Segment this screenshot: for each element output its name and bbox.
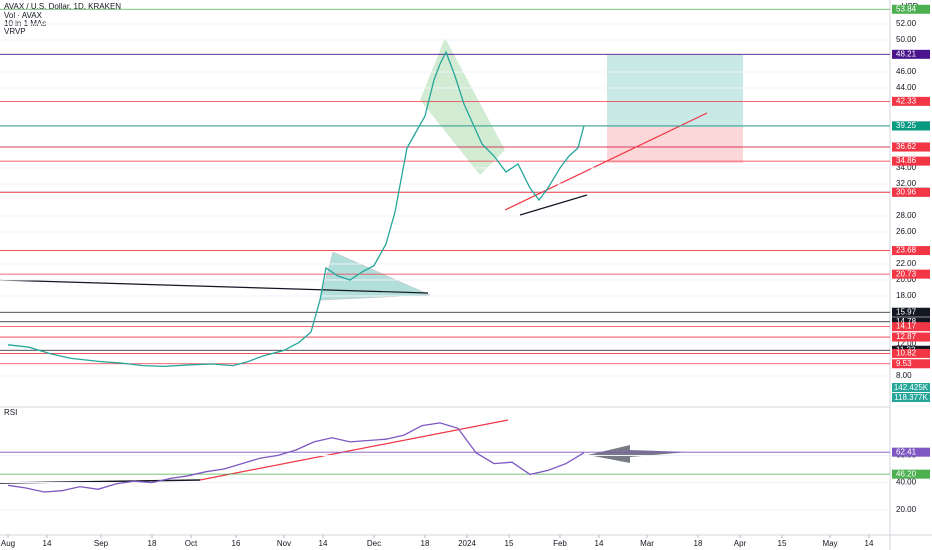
y-tick-label: 28.00 xyxy=(896,211,917,220)
x-tick-label: Oct xyxy=(185,539,198,548)
price-tag-box xyxy=(892,332,930,342)
x-tick-label: 14 xyxy=(865,539,874,548)
y-tick-label: 20.00 xyxy=(896,275,917,284)
price-tag-box xyxy=(892,142,930,152)
price-line xyxy=(7,50,585,368)
volume-tag-box xyxy=(892,393,930,402)
x-tick-label: 15 xyxy=(505,539,514,548)
x-tick-label: Dec xyxy=(367,539,381,548)
price-tag: 15.97 xyxy=(896,307,917,316)
trend-line xyxy=(0,279,429,294)
x-tick-label: 14 xyxy=(43,539,52,548)
y-tick-label: 20.00 xyxy=(896,505,917,514)
price-tag-box xyxy=(892,246,930,256)
chart-title: AVAX / U.S. Dollar, 1D, KRAKEN xyxy=(4,2,121,11)
price-tag: 10.82 xyxy=(896,349,917,358)
price-tag-box xyxy=(892,49,930,59)
indicator: Vol · AVAX xyxy=(4,11,43,20)
x-tick-label: 16 xyxy=(232,539,241,548)
x-tick-label: 18 xyxy=(421,539,430,548)
volume-tag: 118.377K xyxy=(894,393,928,402)
price-tag: 53.84 xyxy=(896,4,917,13)
price-tag-box xyxy=(892,96,930,106)
volume-tag-box xyxy=(892,383,930,392)
price-tag: 9.53 xyxy=(896,359,912,368)
y-tick-label: 12.00 xyxy=(896,339,917,348)
indicator: VRVP xyxy=(4,27,26,36)
price-tag: 62.41 xyxy=(896,447,917,456)
price-tag-box xyxy=(892,359,930,369)
rsi-trend-line xyxy=(199,419,509,481)
y-tick-label: 8.00 xyxy=(896,371,912,380)
x-tick-label: Mar xyxy=(640,539,654,548)
volume-tag: 142.425K xyxy=(894,383,929,392)
x-tick-label: 2024 xyxy=(458,539,476,548)
price-tag: 20.73 xyxy=(896,269,917,278)
price-tag-box xyxy=(892,121,930,131)
price-tag-box xyxy=(892,317,930,327)
trend-line xyxy=(519,194,588,216)
y-tick-label: 52.00 xyxy=(896,19,917,28)
price-tag-box xyxy=(892,307,930,317)
x-tick-label: May xyxy=(822,539,837,548)
price-tag: 42.33 xyxy=(896,96,917,105)
price-tag-box xyxy=(892,156,930,166)
price-tag: 30.96 xyxy=(896,187,917,196)
price-tag: 39.25 xyxy=(896,121,917,130)
y-tick-label: 34.00 xyxy=(896,163,917,172)
y-tick-label: 46.00 xyxy=(896,67,917,76)
price-tag-box xyxy=(892,447,930,457)
x-tick-label: 18 xyxy=(694,539,703,548)
price-tag-box xyxy=(892,187,930,197)
price-tag-box xyxy=(892,322,930,332)
y-tick-label: 32.00 xyxy=(896,179,917,188)
y-tick-label: 26.00 xyxy=(896,227,917,236)
price-tag-box xyxy=(892,348,930,358)
rsi-line xyxy=(7,422,585,493)
price-tag: 14.78 xyxy=(896,317,917,326)
x-tick-label: Aug xyxy=(1,539,15,548)
x-tick-label: Apr xyxy=(734,539,747,548)
y-tick-label: 50.00 xyxy=(896,35,917,44)
x-tick-label: Nov xyxy=(277,539,291,548)
y-tick-label: 40.00 xyxy=(896,478,917,487)
stop-zone xyxy=(607,127,743,163)
x-tick-label: Sep xyxy=(94,539,109,548)
target-zone xyxy=(607,55,743,127)
x-tick-label: 14 xyxy=(319,539,328,548)
y-tick-label: 44.00 xyxy=(896,83,917,92)
price-tag: 23.68 xyxy=(896,246,917,255)
x-tick-label: Feb xyxy=(553,539,567,548)
y-tick-label: 22.00 xyxy=(896,259,917,268)
price-tag: 14.17 xyxy=(896,322,917,331)
x-tick-label: 15 xyxy=(778,539,787,548)
price-tag: 48.21 xyxy=(896,49,917,58)
price-tag: 46.20 xyxy=(896,469,917,478)
price-tag-box xyxy=(892,469,930,479)
arrow xyxy=(588,445,688,463)
price-tag-box xyxy=(892,4,930,14)
price-tag: 12.87 xyxy=(896,332,917,341)
price-tag-box xyxy=(892,269,930,279)
rsi-title: RSI xyxy=(4,408,17,417)
y-tick-label: 18.00 xyxy=(896,291,917,300)
x-tick-label: 18 xyxy=(148,539,157,548)
price-tag: 34.86 xyxy=(896,156,917,165)
x-tick-label: 14 xyxy=(595,539,604,548)
price-tag: 36.62 xyxy=(896,142,917,151)
